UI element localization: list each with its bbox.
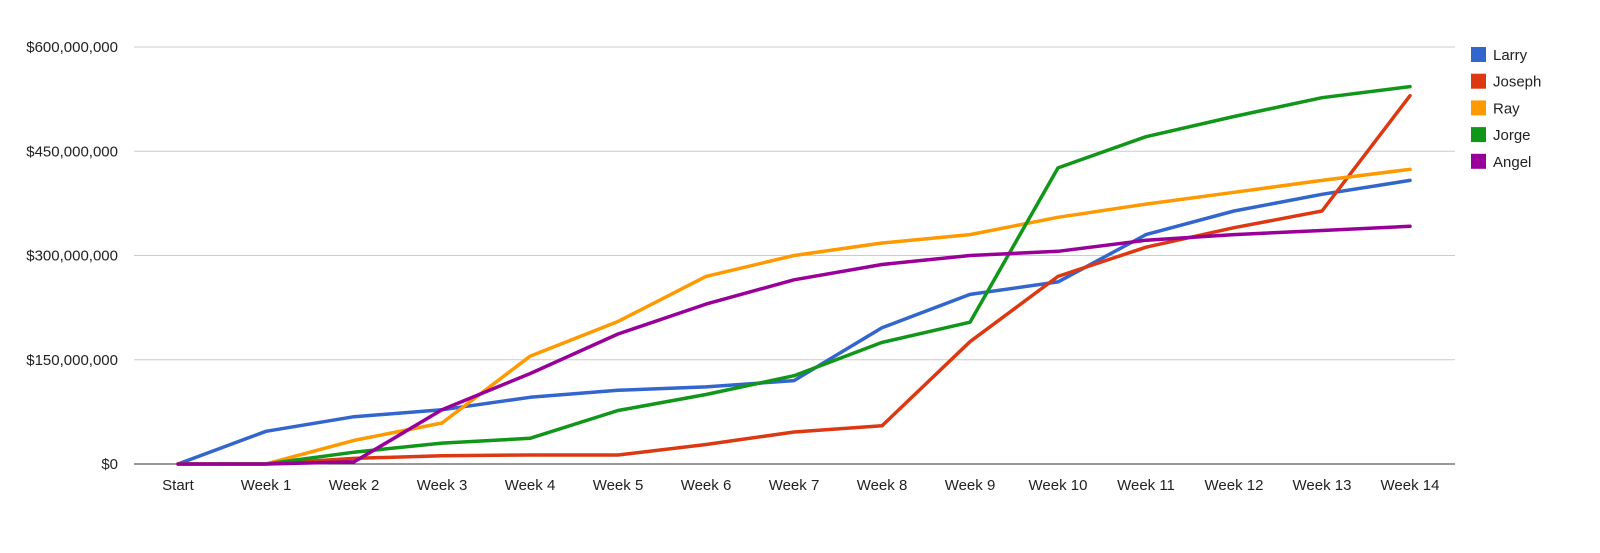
x-tick-label: Week 9 bbox=[945, 477, 996, 494]
legend-swatch-ray bbox=[1471, 100, 1486, 116]
x-tick-label: Week 4 bbox=[505, 477, 556, 494]
legend-swatch-larry bbox=[1471, 47, 1486, 62]
x-tick-label: Week 2 bbox=[329, 477, 380, 494]
series-line-angel bbox=[176, 224, 1412, 466]
legend: Larry Joseph Ray Jorge Angel bbox=[1471, 47, 1541, 171]
x-tick-label: Week 14 bbox=[1381, 477, 1440, 494]
series-line-jorge bbox=[176, 84, 1412, 466]
series-line-ray bbox=[176, 167, 1412, 466]
legend-label-joseph: Joseph bbox=[1493, 74, 1541, 91]
x-axis-tick-labels: Start Week 1 Week 2 Week 3 Week 4 Week 5 Week … bbox=[162, 477, 1439, 494]
y-tick-label: $150,000,000 bbox=[26, 352, 118, 369]
legend-swatch-joseph bbox=[1471, 73, 1486, 89]
legend-label-ray: Ray bbox=[1493, 100, 1520, 117]
x-tick-label: Week 1 bbox=[241, 477, 292, 494]
x-tick-label: Week 6 bbox=[681, 477, 732, 494]
x-tick-label: Week 10 bbox=[1029, 477, 1088, 494]
x-tick-label: Week 11 bbox=[1117, 477, 1175, 494]
legend-label-jorge: Jorge bbox=[1493, 127, 1531, 144]
gridlines bbox=[134, 46, 1455, 361]
series-lines bbox=[176, 84, 1412, 466]
y-axis-tick-labels: $0 $150,000,000 $300,000,000 $450,000,000 $6… bbox=[26, 39, 118, 473]
x-tick-label: Week 3 bbox=[417, 477, 468, 494]
x-tick-label: Week 13 bbox=[1293, 477, 1352, 494]
x-tick-label: Week 8 bbox=[857, 477, 908, 494]
legend-swatch-jorge bbox=[1471, 127, 1486, 143]
x-tick-label: Week 5 bbox=[593, 477, 644, 494]
legend-label-angel: Angel bbox=[1493, 154, 1531, 171]
y-tick-label: $0 bbox=[101, 456, 118, 473]
series-line-larry bbox=[176, 178, 1412, 466]
legend-swatch-angel bbox=[1471, 153, 1486, 169]
y-tick-label: $450,000,000 bbox=[26, 143, 118, 160]
x-tick-label: Start bbox=[162, 477, 195, 494]
legend-label-larry: Larry bbox=[1493, 47, 1528, 64]
series-line-joseph bbox=[176, 93, 1412, 466]
y-tick-label: $300,000,000 bbox=[26, 248, 118, 265]
y-tick-label: $600,000,000 bbox=[26, 39, 118, 56]
x-tick-label: Week 12 bbox=[1205, 477, 1264, 494]
x-tick-label: Week 7 bbox=[769, 477, 820, 494]
